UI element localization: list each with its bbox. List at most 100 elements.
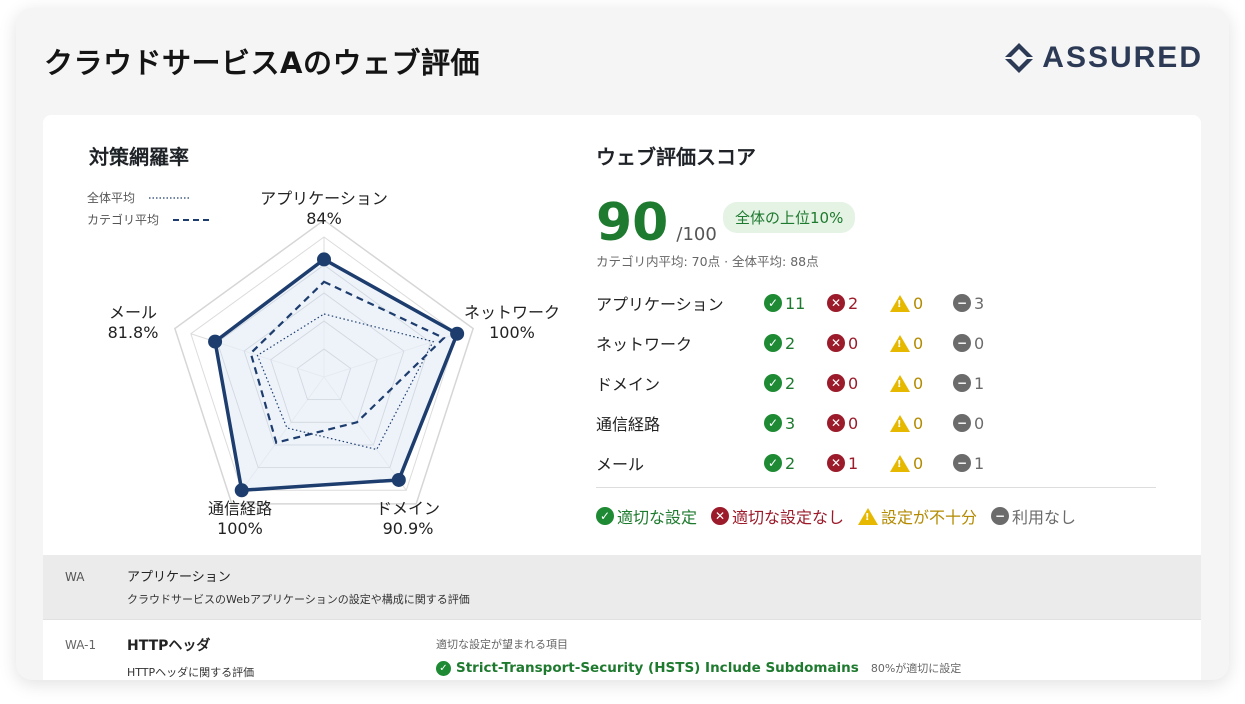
cross-icon: ✕ <box>827 334 845 352</box>
axis-label: 通信経路 <box>208 499 272 518</box>
key-ok: ✓ 適切な設定 <box>596 504 697 528</box>
category-table: アプリケーション ✓ 11 ✕ 2! 0−3 ネットワーク ✓ 2 ✕ 0! 0−0 ドメイン ✓ 2 ✕ 0!… <box>596 283 1156 483</box>
cross-icon: ✕ <box>711 507 730 525</box>
check-item-hsts: ✓ Strict-Transport-Security (HSTS) Inclu… <box>436 660 961 676</box>
ng-count-value: 0 <box>848 413 859 433</box>
score-max: /100 <box>676 224 717 245</box>
report-frame: クラウドサービスAのウェブ評価 ASSURED 対策網羅率 全体平均 カテゴリ平… <box>16 8 1229 680</box>
ok-count: ✓ 3 <box>764 414 827 433</box>
assured-logo: ASSURED <box>1002 41 1203 75</box>
radar-grid-ring-inner <box>270 320 378 423</box>
series-main-point <box>391 472 406 487</box>
ng-count: ✕ 0 <box>827 374 890 393</box>
ok-count: ✓ 2 <box>764 454 827 473</box>
warn-count: ! 0 <box>890 454 953 473</box>
minus-icon: − <box>953 294 971 312</box>
cross-icon: ✕ <box>827 414 845 432</box>
summary-card: 対策網羅率 全体平均 カテゴリ平均 アプリケーション 84% ネットワーク 100% ド… <box>43 115 1201 680</box>
check-icon: ✓ <box>764 454 782 472</box>
logo-text: ASSURED <box>1042 41 1203 74</box>
axis-label: アプリケーション <box>260 189 388 208</box>
axis-label: ドメイン <box>376 499 440 518</box>
axis-value-label: 100% <box>217 519 263 538</box>
check-icon: ✓ <box>764 334 782 352</box>
series-main-point <box>317 252 331 267</box>
check-icon: ✓ <box>764 294 782 312</box>
rank-badge: 全体の上位10% <box>723 202 856 233</box>
ok-count-value: 2 <box>785 373 796 393</box>
series-category-average <box>249 280 446 445</box>
radar-outer-ring <box>173 219 475 505</box>
divider <box>596 487 1156 488</box>
key-warn-label: 設定が不十分 <box>881 508 978 527</box>
category-row-name: 通信経路 <box>596 415 661 434</box>
category-band[interactable]: WA アプリケーション クラウドサービスのWebアプリケーションの設定や構成に関… <box>43 555 1201 619</box>
warning-icon: ! <box>890 454 910 472</box>
category-desc: クラウドサービスのWebアプリケーションの設定や構成に関する評価 <box>127 593 470 606</box>
ok-count-value: 3 <box>785 413 796 433</box>
category-row: 通信経路 ✓ 3 ✕ 0! 0−0 <box>596 403 1156 443</box>
axis-label: ネットワーク <box>464 303 560 322</box>
category-row-name: アプリケーション <box>596 295 724 314</box>
na-count: −0 <box>953 414 1016 433</box>
item-row[interactable]: WA-1 HTTPヘッダ HTTPヘッダに関する評価 適切な設定が望まれる項目 … <box>43 619 1201 680</box>
page-title: クラウドサービスAのウェブ評価 <box>44 46 480 80</box>
minus-icon: − <box>953 374 971 392</box>
category-row-name: ドメイン <box>596 375 661 394</box>
ng-count: ✕ 1 <box>827 454 890 473</box>
category-row: ネットワーク ✓ 2 ✕ 0! 0−0 <box>596 323 1156 363</box>
ng-count-value: 2 <box>848 293 859 313</box>
series-main-point <box>208 334 223 349</box>
item-code: WA-1 <box>65 638 97 652</box>
category-row: メール ✓ 2 ✕ 1! 0−1 <box>596 443 1156 483</box>
legend-category: カテゴリ平均 <box>87 209 214 231</box>
radar-grid-ring <box>190 236 458 491</box>
check-icon: ✓ <box>764 374 782 392</box>
score-averages: カテゴリ内平均: 70点 · 全体平均: 88点 <box>596 254 819 269</box>
series-overall-average <box>256 313 435 451</box>
legend-overall-label: 全体平均 <box>87 191 136 205</box>
item-desc: HTTPヘッダに関する評価 <box>127 666 255 679</box>
check-icon: ✓ <box>596 507 614 525</box>
coverage-title: 対策網羅率 <box>89 145 189 169</box>
warn-count-value: 0 <box>913 333 924 353</box>
key-ok-label: 適切な設定 <box>617 508 698 527</box>
axis-value-label: 81.8% <box>108 323 159 342</box>
radar-grid-ring-inner <box>217 264 431 469</box>
ok-count-value: 2 <box>785 333 796 353</box>
ng-count-value: 0 <box>848 333 859 353</box>
dashed-line-icon <box>173 219 214 221</box>
key-warn: ! 設定が不十分 <box>858 504 977 528</box>
na-count: −3 <box>953 294 1016 313</box>
key-ng-label: 適切な設定なし <box>732 508 845 527</box>
score-value-row: 90 /100 <box>596 193 717 253</box>
series-main-point <box>234 483 249 498</box>
radar-grid-ring-inner <box>296 348 352 401</box>
category-row: ドメイン ✓ 2 ✕ 0! 0−1 <box>596 363 1156 403</box>
warn-count-value: 0 <box>913 453 924 473</box>
warn-count: ! 0 <box>890 414 953 433</box>
axis-label: メール <box>109 303 157 322</box>
check-item-label: Strict-Transport-Security (HSTS) Include… <box>456 660 859 676</box>
minus-icon: − <box>953 414 971 432</box>
details-section: WA アプリケーション クラウドサービスのWebアプリケーションの設定や構成に関… <box>43 555 1201 680</box>
axis-value-label: 100% <box>489 323 535 342</box>
category-row-name: ネットワーク <box>596 335 693 354</box>
category-row-name: メール <box>596 455 645 474</box>
legend-category-label: カテゴリ平均 <box>87 213 160 227</box>
minus-icon: − <box>953 334 971 352</box>
status-key: ✓ 適切な設定 ✕ 適切な設定なし ! 設定が不十分 − 利用なし <box>596 504 1076 528</box>
na-count-value: 0 <box>974 413 985 433</box>
warn-count-value: 0 <box>913 413 924 433</box>
score-title: ウェブ評価スコア <box>596 145 756 169</box>
axis-value-label: 90.9% <box>383 519 434 538</box>
cross-icon: ✕ <box>827 294 845 312</box>
na-count-value: 1 <box>974 453 985 473</box>
series-main-line <box>213 257 459 493</box>
na-count: −1 <box>953 454 1016 473</box>
na-count: −0 <box>953 334 1016 353</box>
ok-count-value: 11 <box>785 293 806 313</box>
ok-count: ✓ 2 <box>764 374 827 393</box>
na-count: −1 <box>953 374 1016 393</box>
ng-count: ✕ 0 <box>827 414 890 433</box>
